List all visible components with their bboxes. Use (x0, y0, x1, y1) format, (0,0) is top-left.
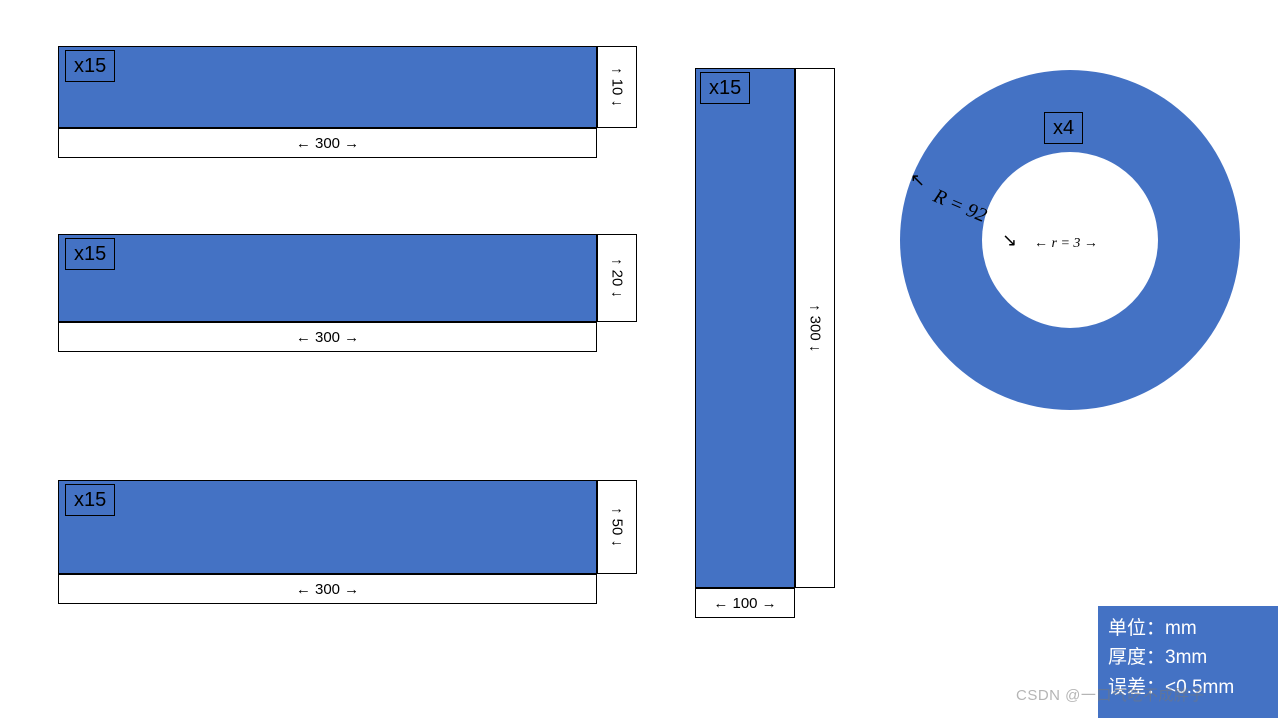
bar-2-rect (58, 480, 597, 574)
donut-arrow-out-pre-icon: ↖ (910, 170, 925, 191)
bar-1-dim-height: ↑ 20 ↓ (597, 234, 637, 322)
bar-2-dim-height-text: ↑ 50 ↓ (609, 507, 626, 547)
bar-2-qty: x15 (65, 484, 115, 516)
bar-1-qty: x15 (65, 238, 115, 270)
tallbar-qty: x15 (700, 72, 750, 104)
tallbar-dim-height-text: ↑ 300 ↓ (807, 304, 824, 352)
bar-0-qty: x15 (65, 50, 115, 82)
donut-radius-inner: ← r = 3 → (1034, 236, 1098, 252)
tallbar-dim-height: ↑ 300 ↓ (795, 68, 835, 588)
tallbar-rect (695, 68, 795, 588)
bar-0-dim-width: ← 300 → (58, 128, 597, 158)
watermark: CSDN @一口气吃不成胖子 (1016, 684, 1205, 705)
info-unit: 单位：mm (1108, 614, 1268, 643)
bar-2-dim-width: ← 300 → (58, 574, 597, 604)
donut-arrow-out-post-icon: ↘ (1002, 230, 1017, 251)
info-unit-label: 单位： (1108, 618, 1165, 639)
info-thickness-label: 厚度： (1108, 647, 1165, 668)
donut-qty: x4 (1044, 112, 1083, 144)
bar-1-rect (58, 234, 597, 322)
tallbar-dim-width: ← 100 → (695, 588, 795, 618)
info-thickness: 厚度：3mm (1108, 643, 1268, 672)
bar-1-dim-width: ← 300 → (58, 322, 597, 352)
bar-0-dim-height: ↑ 10 ↓ (597, 46, 637, 128)
info-unit-value: mm (1165, 618, 1197, 639)
info-thickness-value: 3mm (1165, 647, 1207, 668)
bar-1-dim-height-text: ↑ 20 ↓ (609, 258, 626, 298)
bar-0-rect (58, 46, 597, 128)
bar-2-dim-height: ↑ 50 ↓ (597, 480, 637, 574)
bar-0-dim-height-text: ↑ 10 ↓ (609, 67, 626, 107)
